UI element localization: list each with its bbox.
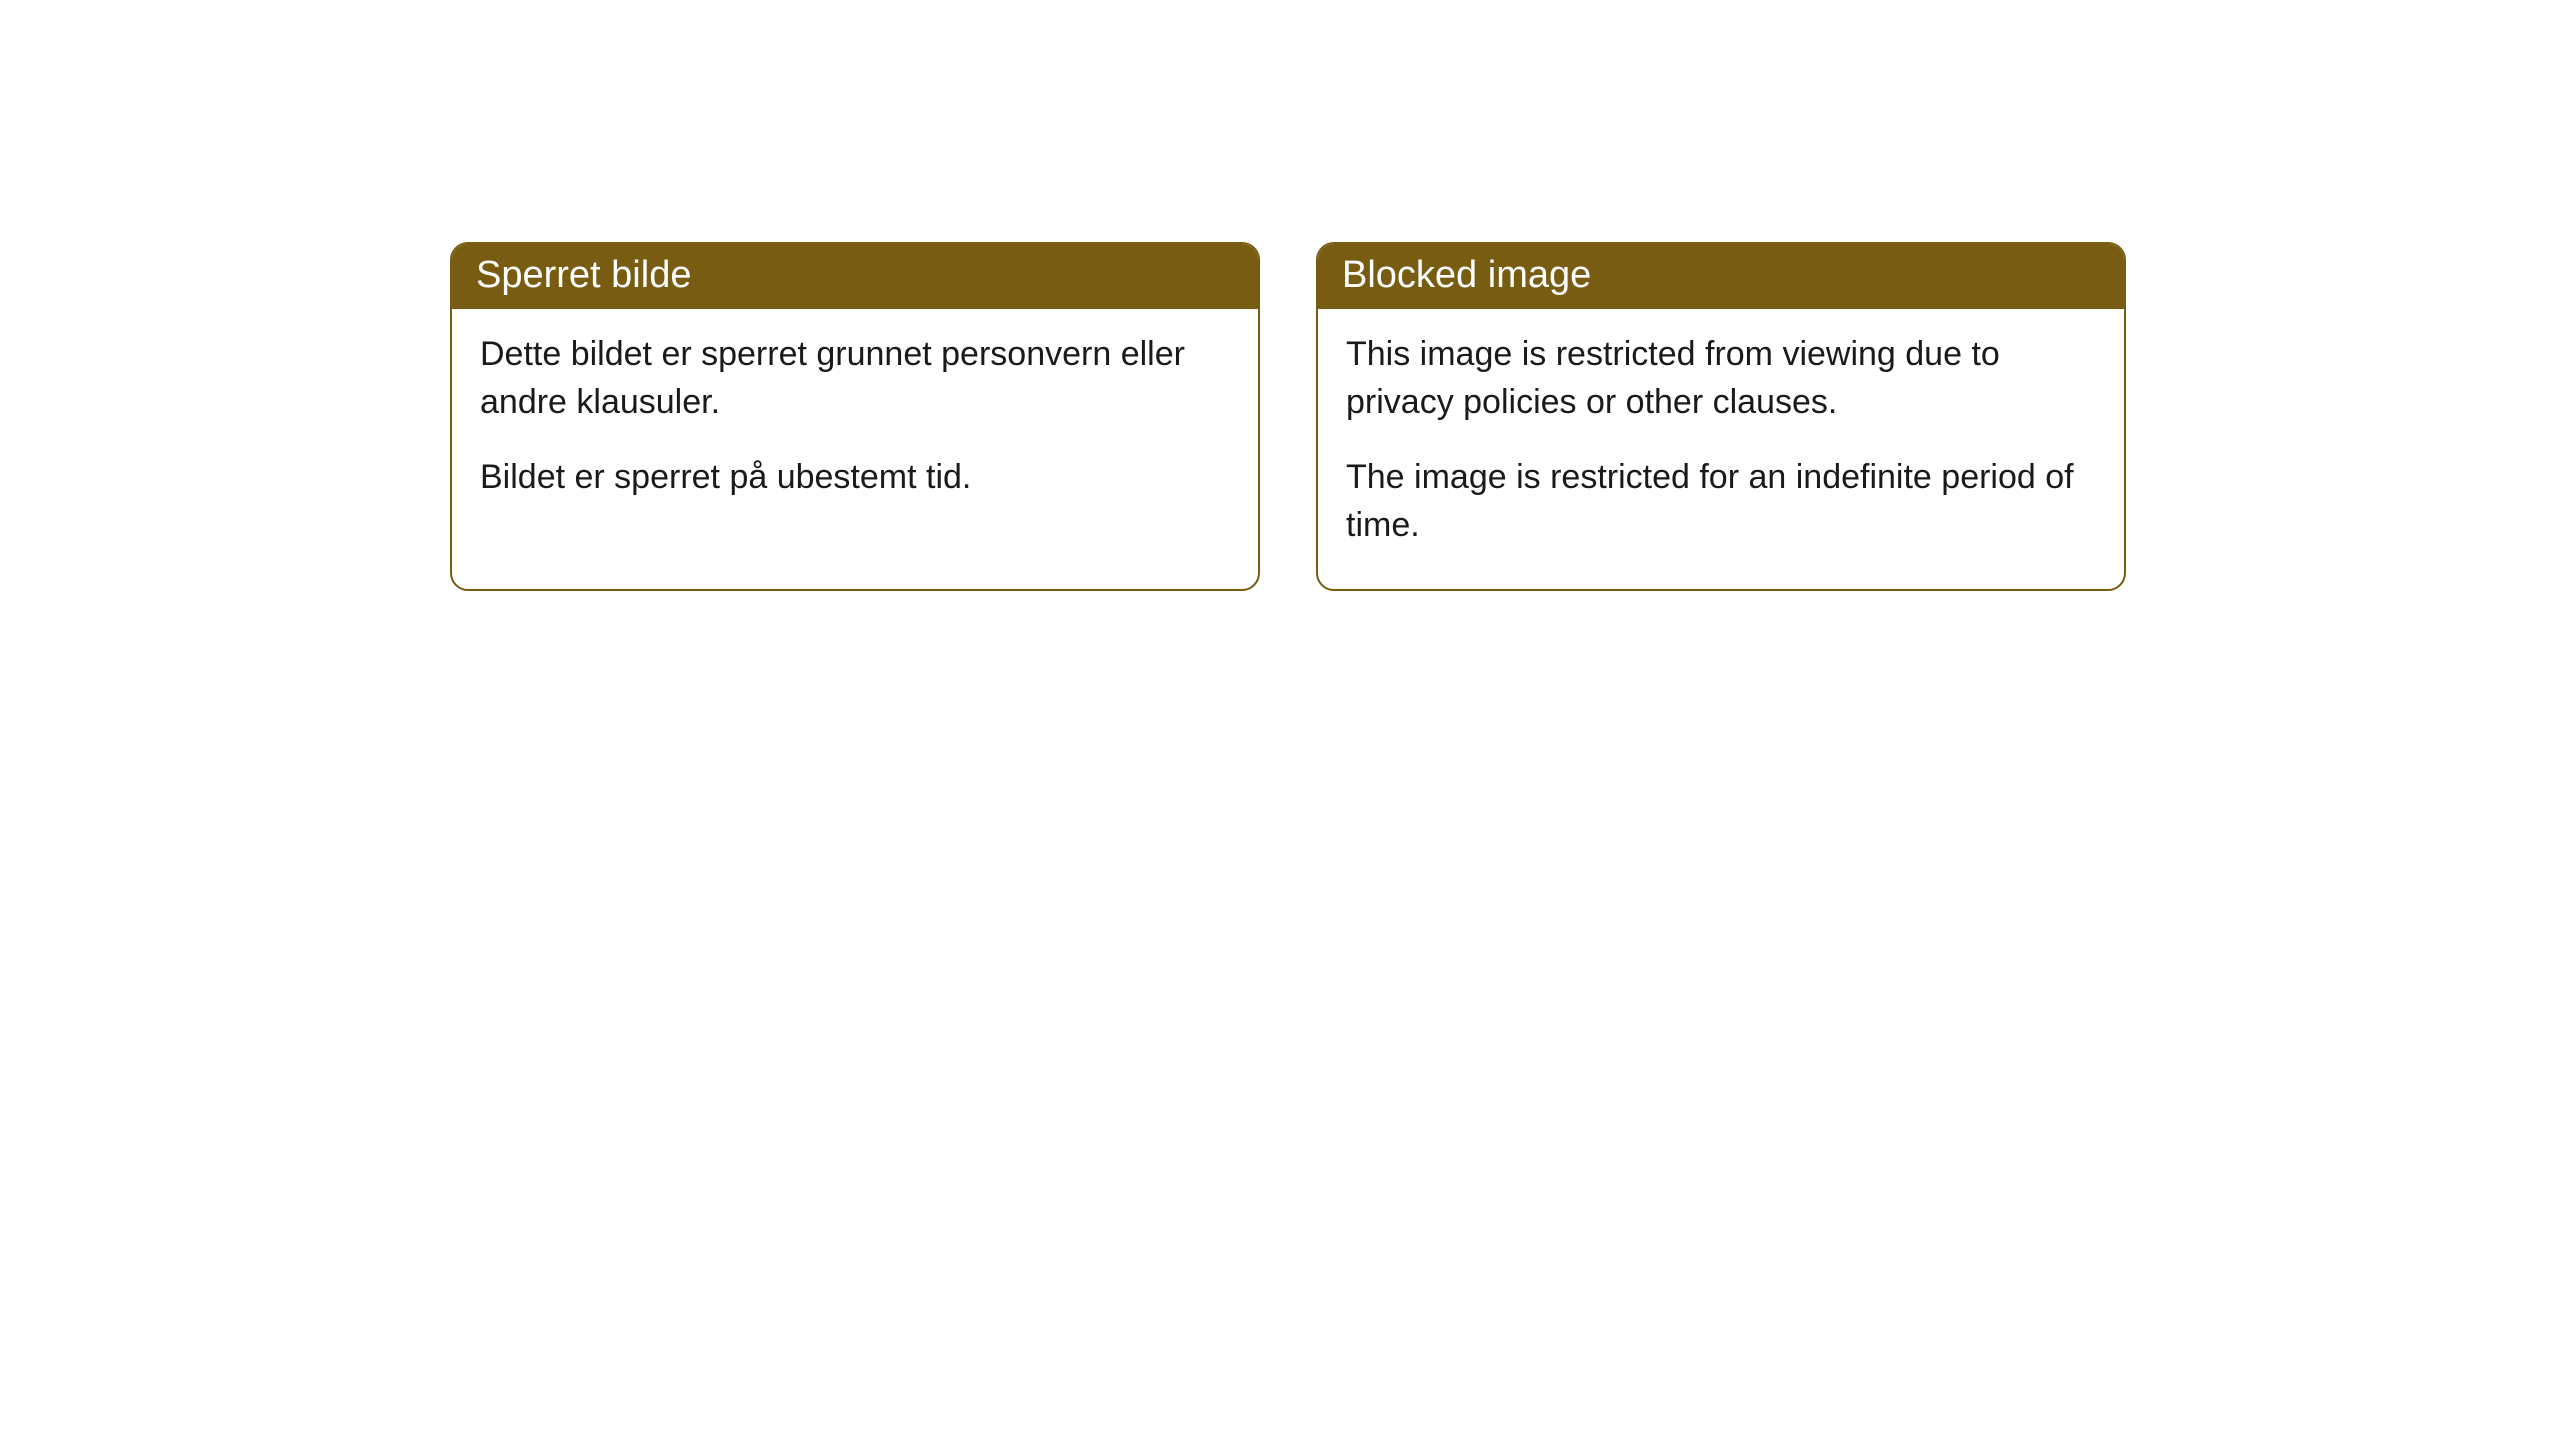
card-header: Sperret bilde: [452, 244, 1258, 309]
card-paragraph: Dette bildet er sperret grunnet personve…: [480, 331, 1230, 426]
card-paragraph: Bildet er sperret på ubestemt tid.: [480, 454, 1230, 502]
card-paragraph: The image is restricted for an indefinit…: [1346, 454, 2096, 549]
card-header: Blocked image: [1318, 244, 2124, 309]
notice-card-english: Blocked image This image is restricted f…: [1316, 242, 2126, 591]
card-title: Blocked image: [1342, 254, 1591, 296]
card-body: This image is restricted from viewing du…: [1318, 309, 2124, 589]
notice-card-norwegian: Sperret bilde Dette bildet er sperret gr…: [450, 242, 1260, 591]
card-body: Dette bildet er sperret grunnet personve…: [452, 309, 1258, 542]
card-title: Sperret bilde: [476, 254, 691, 296]
notice-container: Sperret bilde Dette bildet er sperret gr…: [450, 242, 2126, 591]
card-paragraph: This image is restricted from viewing du…: [1346, 331, 2096, 426]
